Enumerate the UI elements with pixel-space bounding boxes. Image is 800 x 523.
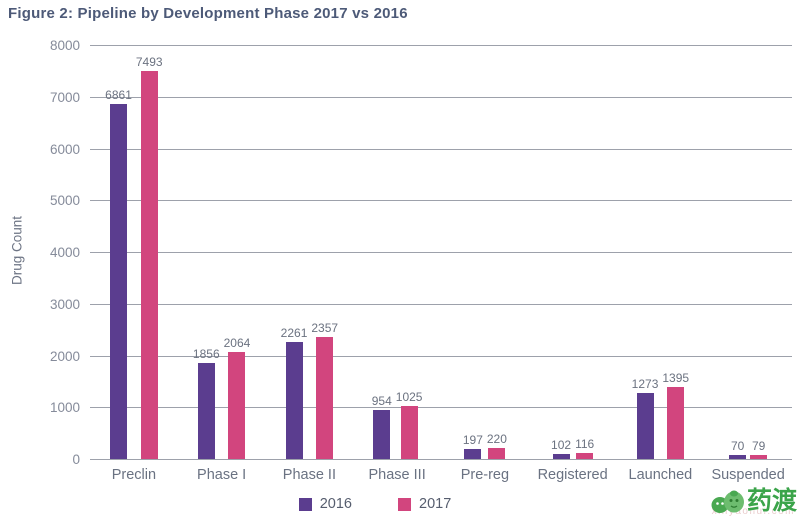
bar-wrap: 79 [750,45,768,459]
value-label: 102 [551,437,572,452]
y-tick-label: 8000 [49,38,80,53]
bar-wrap: 220 [487,45,507,459]
bar-2017-phase-i [228,352,246,459]
watermark-url-text: xinyaohui.com [711,506,795,517]
gridline-4000 [90,252,792,253]
legend-label-2017: 2017 [419,496,452,512]
gridline-0 [90,459,792,460]
chart-title: Figure 2: Pipeline by Development Phase … [8,5,408,22]
bar-2016-phase-i [197,362,215,459]
bar-wrap: 2261 [280,45,308,459]
bar-wrap: 954 [372,45,392,459]
bar-2016-suspended [729,455,747,459]
x-tick-label: Preclin [111,467,157,483]
bar-group-phase-ii: 2261 2357 Phase II [266,45,354,483]
bar-wrap: 1395 [662,45,689,459]
x-tick-label: Registered [537,467,608,483]
gridline-5000 [90,200,792,202]
bar-wrap: 102 [551,45,571,459]
value-label: 70 [730,439,745,454]
bar-group-phase-i: 1856 2064 Phase I [178,45,266,483]
bar-wrap: 197 [463,45,483,459]
bar-2017-pre-reg [488,447,506,459]
y-tick-label: 0 [72,452,80,467]
bar-group-launched: 1273 1395 Launched [617,45,705,483]
value-label: 2357 [311,321,339,336]
value-label: 1395 [662,370,690,385]
legend-item-2017: 2017 [398,496,451,512]
gridline-3000 [90,303,792,305]
y-tick-label: 5000 [49,193,80,209]
bar-2017-preclin [140,71,158,459]
bar-2017-launched [667,386,685,459]
x-tick-label: Pre-reg [460,467,510,483]
gridline-2000 [90,355,792,357]
gridline-8000 [90,45,792,46]
y-tick-label: 1000 [49,400,80,416]
value-label: 220 [486,431,507,446]
watermark-brand-text: 药渡 [746,485,797,515]
gridline-7000 [90,96,792,98]
legend: 2016 2017 [0,496,750,512]
value-label: 954 [371,393,392,408]
bar-2017-phase-ii [316,337,334,459]
bar-wrap: 116 [575,45,594,459]
watermark: xinyaohui.com 药渡 [682,477,797,519]
bar-group-phase-iii: 954 1025 Phase III [353,45,441,483]
bar-wrap: 6861 [105,45,132,459]
bar-group-registered: 102 116 Registered [529,45,617,483]
value-label: 1856 [192,346,220,361]
bar-wrap: 1856 [193,45,220,459]
bar-wrap: 2357 [311,45,338,459]
legend-item-2016: 2016 [298,496,352,512]
legend-swatch-2016 [298,497,312,511]
bar-2016-pre-reg [464,448,482,459]
y-tick-label: 3000 [49,296,80,312]
bar-2017-registered [576,453,594,459]
value-label: 7493 [135,55,163,70]
bar-2017-suspended [750,454,768,459]
value-label: 1025 [395,389,423,404]
gridline-6000 [90,148,792,150]
y-tick-label: 4000 [49,245,80,260]
y-tick-label: 2000 [49,348,80,364]
bar-2016-phase-iii [373,409,391,459]
plot-area: 0 1000 2000 3000 4000 5000 6000 7000 8000 6861 749… [50,39,792,483]
value-label: 2064 [223,336,251,351]
x-tick-label: Suspended [711,467,785,483]
x-tick-label: Phase I [197,467,247,483]
x-tick-label: Phase III [368,467,426,483]
y-tick-label: 7000 [49,89,80,105]
value-label: 2261 [280,326,308,340]
bar-2017-phase-iii [400,405,418,459]
value-label: 197 [462,432,483,447]
y-tick-label: 6000 [49,141,80,157]
legend-swatch-2017 [398,497,411,511]
value-label: 116 [575,437,595,451]
value-label: 1273 [631,377,659,392]
legend-label-2016: 2016 [319,496,352,512]
bar-wrap: 1025 [395,45,423,459]
bar-2016-phase-ii [285,342,303,459]
bar-group-pre-reg: 197 220 Pre-reg [441,45,529,483]
bar-group-suspended: 70 79 Suspended [704,45,792,483]
gridline-1000 [90,407,792,409]
green-mascot-icon [711,490,744,513]
bar-2016-registered [552,453,570,459]
x-tick-label: Launched [628,467,693,483]
bar-wrap: 2064 [223,45,251,459]
bar-2016-preclin [110,103,128,459]
bar-wrap: 7493 [136,45,163,459]
value-label: 6861 [105,87,132,102]
watermark-row: 药渡 [711,485,797,515]
bar-group-preclin: 6861 7493 Preclin [90,45,178,483]
bar-2016-launched [636,393,654,459]
value-label: 79 [751,438,766,453]
bar-groups: 6861 7493 Preclin 1856 2064 Phase I 2261 2357 Ph… [90,45,792,483]
bar-wrap: 70 [729,45,747,459]
bar-wrap: 1273 [631,45,659,459]
x-tick-label: Phase II [282,467,336,483]
